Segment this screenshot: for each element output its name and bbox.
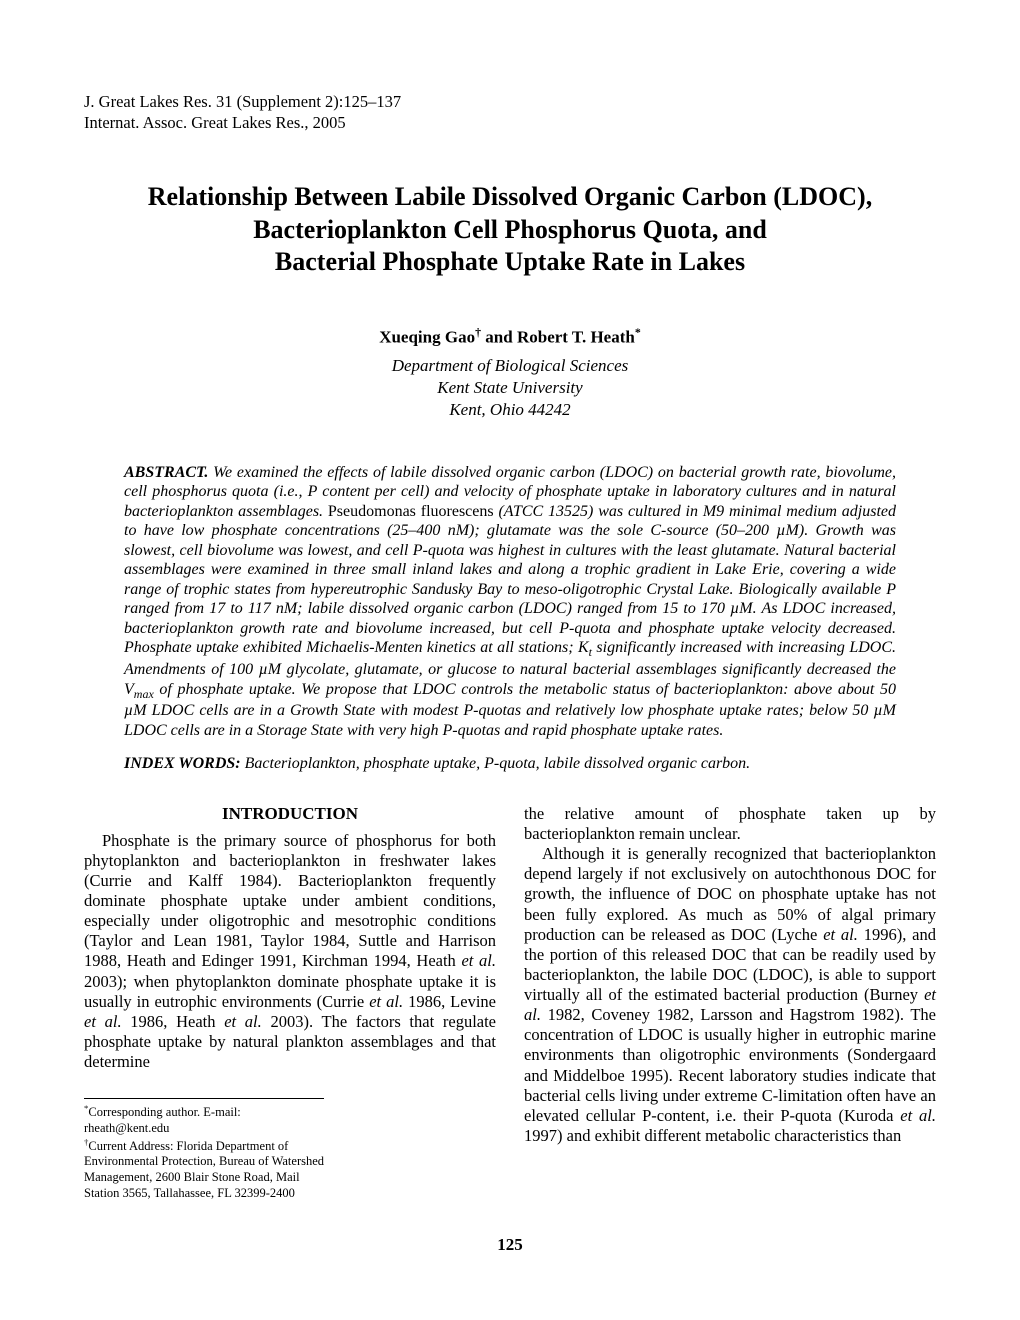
journal-reference: J. Great Lakes Res. 31 (Supplement 2):12… [84,92,936,133]
index-words-body: Bacterioplankton, phosphate uptake, P-qu… [241,755,751,772]
page-container: J. Great Lakes Res. 31 (Supplement 2):12… [0,0,1020,1305]
footnotes: *Corresponding author. E-mail: rheath@ke… [84,1098,324,1201]
title-line-2: Bacterioplankton Cell Phosphorus Quota, … [114,214,906,247]
abstract-heading: ABSTRACT. [124,464,208,481]
journal-line-1: J. Great Lakes Res. 31 (Supplement 2):12… [84,92,936,113]
intro-paragraph-1-cont: the relative amount of phosphate taken u… [524,804,936,844]
intro-paragraph-1: Phosphate is the primary source of phosp… [84,831,496,1073]
footnote-corresponding: *Corresponding author. E-mail: rheath@ke… [84,1103,324,1136]
intro-paragraph-2: Although it is generally recognized that… [524,844,936,1146]
abstract-block: ABSTRACT. We examined the effects of lab… [124,463,896,741]
footnote-current-address: †Current Address: Florida Department of … [84,1137,324,1202]
title-line-1: Relationship Between Labile Dissolved Or… [114,181,906,214]
page-number: 125 [84,1235,936,1255]
affil-line-1: Department of Biological Sciences [84,355,936,377]
abstract-body: We examined the effects of labile dissol… [124,464,896,739]
affil-line-3: Kent, Ohio 44242 [84,399,936,421]
title-line-3: Bacterial Phosphate Uptake Rate in Lakes [114,246,906,279]
index-words-block: INDEX WORDS: Bacterioplankton, phosphate… [124,754,896,774]
article-title: Relationship Between Labile Dissolved Or… [114,181,906,279]
index-words-heading: INDEX WORDS: [124,755,241,772]
affiliation: Department of Biological Sciences Kent S… [84,355,936,420]
introduction-heading: INTRODUCTION [84,804,496,825]
column-left: INTRODUCTION Phosphate is the primary so… [84,804,496,1201]
body-columns: INTRODUCTION Phosphate is the primary so… [84,804,936,1201]
column-right: the relative amount of phosphate taken u… [524,804,936,1201]
journal-line-2: Internat. Assoc. Great Lakes Res., 2005 [84,113,936,134]
authors: Xueqing Gao† and Robert T. Heath* [84,325,936,348]
affil-line-2: Kent State University [84,377,936,399]
